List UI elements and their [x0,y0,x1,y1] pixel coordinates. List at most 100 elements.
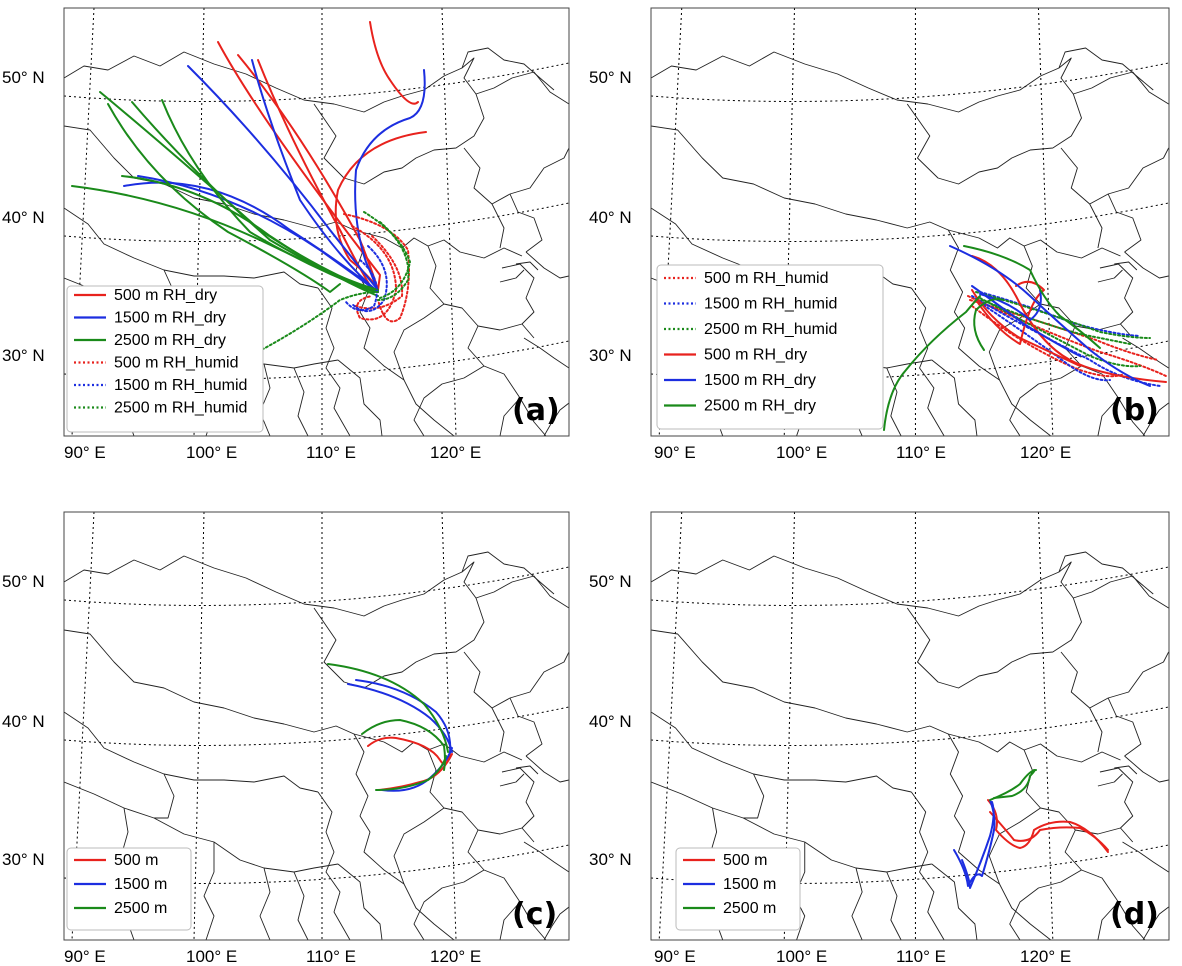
legend-label: 1500 m RH_dry [114,310,226,327]
lat-label: 50° N [589,572,632,591]
lon-label: 120° E [430,947,481,966]
lat-label: 40° N [2,712,45,731]
lon-label: 120° E [1020,947,1071,966]
lon-label: 90° E [654,443,696,462]
lon-label: 120° E [430,443,481,462]
panel-d: (d) [650,511,1170,941]
traj-b-blue-dry-1 [949,245,1151,387]
panel-d-frame [650,511,1170,941]
lon-label: 100° E [776,947,827,966]
lon-label: 110° E [896,947,946,966]
legend-b [656,264,884,430]
legend-label: 1500 m [723,876,776,893]
traj-b-blue-dry-2 [971,285,1081,357]
traj-a-green-humid-3 [249,291,379,357]
panel-b-frame [650,7,1170,437]
traj-b-green-dry-3 [973,298,1005,351]
lon-label: 100° E [186,443,237,462]
legend-label: 1500 m RH_dry [704,372,816,389]
traj-b-green-humid-3 [981,299,1131,345]
traj-a-red-dry-2 [237,54,379,291]
legend-label: 500 m RH_humid [704,270,829,287]
lat-label: 30° N [2,346,45,365]
lat-label: 40° N [2,208,45,227]
traj-b-green-dry-2 [883,295,981,431]
legend-label: 500 m RH_dry [114,287,217,304]
legend-label: 2500 m RH_humid [114,400,247,417]
legend-label: 500 m [114,852,158,869]
lon-label: 100° E [186,947,237,966]
traj-a-red-dry-3 [369,21,419,105]
traj-c-red-1 [367,736,451,765]
legend-label: 1500 m [114,876,167,893]
traj-d-blue-2 [961,801,995,889]
traj-a-green-humid-1 [363,211,412,299]
traj-b-green-dry-1 [963,245,1101,349]
traj-a-red-humid-2 [351,225,398,321]
legend-label: 500 m [723,852,767,869]
traj-b-blue-humid-1 [971,295,1161,387]
legend-label: 2500 m RH_dry [704,398,816,415]
axis-labels: 50° N40° N30° N90° E 100° E 110° E 120° E50… [2,68,1071,966]
traj-a-green-dry-3 [161,99,375,293]
panel-a: (a) [63,7,570,437]
traj-b-blue-humid-2 [975,299,1111,382]
legend-label: 500 m RH_humid [114,355,239,372]
traj-a-green-dry-6 [107,103,341,293]
traj-d-green-1 [989,769,1037,801]
legend-label: 1500 m RH_humid [114,377,247,394]
traj-a-blue-dry-1 [187,65,379,291]
panel-a-frame [63,7,570,437]
lat-label: 30° N [589,850,632,869]
lon-label: 90° E [654,947,696,966]
legend-label: 1500 m RH_humid [704,296,837,313]
lon-label: 110° E [306,443,356,462]
traj-d-blue-1 [953,799,996,887]
legend-d [675,847,801,931]
legend-entries: 500 m RH_dry 1500 m RH_dry 2500 m RH_dry 50… [74,270,837,917]
panel-c-frame [63,511,570,941]
traj-a-green-dry-5 [121,175,379,297]
traj-a-green-humid-2 [377,221,410,301]
legend-label: 2500 m [723,900,776,917]
lat-label: 30° N [589,346,632,365]
traj-c-blue-1 [347,683,453,753]
panel-b-label: (b) [1110,393,1159,428]
legend-label: 2500 m RH_humid [704,321,837,338]
traj-a-green-dry-2 [131,101,379,291]
traj-c-blue-2 [355,679,452,753]
traj-b-green-humid-1 [975,291,1151,339]
traj-a-blue-humid-2 [345,259,378,312]
legend-a [66,285,264,433]
lon-label: 120° E [1020,443,1071,462]
traj-a-red-humid-1 [343,213,410,323]
lat-label: 30° N [2,850,45,869]
lat-label: 40° N [589,208,632,227]
panel-b: (b) [650,7,1170,437]
lon-label: 90° E [64,947,106,966]
traj-b-red-dry-2 [971,289,1081,367]
lat-label: 50° N [589,68,632,87]
panel-c: (c) [63,511,570,941]
traj-b-red-humid-1 [967,295,1167,377]
lat-label: 50° N [2,572,45,591]
lon-label: 110° E [896,443,946,462]
traj-a-blue-dry-2 [251,59,379,293]
traj-d-green-2 [993,769,1036,799]
traj-d-red-2 [989,811,1109,851]
panel-c-label: (c) [512,897,557,932]
lon-label: 90° E [64,443,106,462]
panel-d-label: (d) [1110,897,1159,932]
panel-a-label: (a) [512,393,560,428]
traj-a-red-dry-5 [257,59,375,293]
traj-a-red-dry-4 [334,131,427,291]
lon-label: 110° E [306,947,356,966]
traj-b-red-dry-3 [975,280,1045,345]
traj-a-green-dry-1 [99,91,377,293]
lon-label: 100° E [776,443,827,462]
traj-d-red-1 [987,799,1109,853]
traj-c-green-3 [375,755,447,791]
legend-label: 2500 m [114,900,167,917]
legend-c [66,847,192,931]
